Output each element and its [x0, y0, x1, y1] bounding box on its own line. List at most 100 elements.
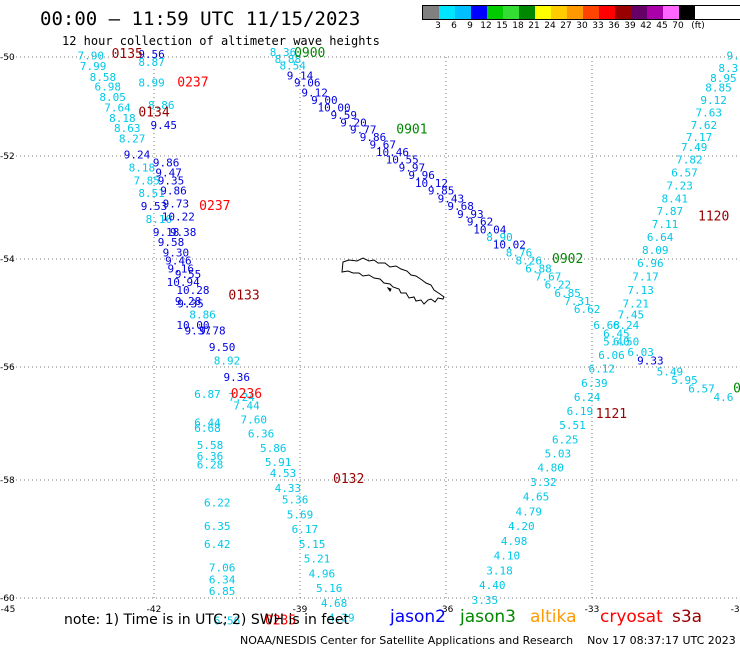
- pass-time-label: 0133: [228, 289, 259, 304]
- swh-label: 9.06: [294, 77, 321, 90]
- legend-swatch: [503, 6, 519, 19]
- pass-time-labels: 0135 0900 0237 0134 0901 0237 1120 0902 0133 0236…: [112, 46, 740, 629]
- swh-label: 10.12: [415, 177, 448, 190]
- swh-label: 4.80: [537, 462, 564, 475]
- footer-credit: NOAA/NESDIS Center for Satellite Applica…: [240, 634, 736, 647]
- swh-label: 9.59: [331, 109, 358, 122]
- swh-label: 8.92: [214, 354, 241, 367]
- swh-label: 8.86: [148, 99, 175, 112]
- swh-label: 8.27: [119, 133, 146, 146]
- swh-label: 7.21: [623, 298, 650, 311]
- swh-label: 5.91: [265, 456, 292, 469]
- swh-label: 6.68: [194, 422, 221, 435]
- legend-swatch: [679, 6, 695, 19]
- pass-time-label: 0134: [138, 105, 169, 120]
- swh-label: 3.32: [530, 476, 557, 489]
- swh-label: 5.21: [304, 553, 331, 566]
- y-tick-label: -60: [0, 594, 15, 604]
- swh-label: 10.02: [493, 239, 526, 252]
- x-tick-label: -39: [293, 605, 308, 615]
- swh-label: 6.24: [613, 319, 640, 332]
- y-tick-label: -56: [0, 363, 15, 373]
- swh-label: 9.28: [175, 295, 202, 308]
- swh-label: 7.31: [564, 295, 591, 308]
- swh-label: 6.88: [525, 263, 552, 276]
- swh-label: 6.64: [647, 231, 674, 244]
- swh-label: 8.18: [109, 112, 136, 125]
- swh-value-labels: 7.907.998.586.988.057.648.188.638.279.24…: [77, 46, 739, 628]
- swh-label: 7.64: [104, 101, 131, 114]
- swh-label: 9.20: [340, 116, 367, 129]
- swh-label: 9.: [727, 49, 740, 62]
- legend-swatch: [423, 6, 439, 19]
- legend-tick-label: 33: [592, 21, 604, 31]
- swh-label: 6.03: [627, 346, 654, 359]
- legend-swatch: [567, 6, 583, 19]
- swh-label: 6.35: [204, 520, 231, 533]
- satellite-name-jason2: jason2: [390, 607, 446, 627]
- satellite-name-jason3: jason3: [460, 607, 516, 627]
- swh-label: 9.86: [160, 185, 187, 198]
- swh-label: 6.42: [204, 538, 231, 551]
- swh-label: 6.57: [688, 382, 715, 395]
- y-tick-label: -58: [0, 476, 15, 486]
- swh-label: 6.25: [552, 433, 579, 446]
- pass-time-label: 0900: [294, 46, 325, 61]
- page-title: 00:00 – 11:59 UTC 11/15/2023: [40, 8, 361, 30]
- legend-tick-label: 6: [451, 21, 457, 31]
- swh-label: 10.94: [167, 276, 200, 289]
- legend-tick-label: 9: [467, 21, 473, 31]
- swh-label: 9.93: [457, 208, 484, 221]
- swh-label: 9.73: [163, 198, 190, 211]
- legend-tick-label: 45: [656, 21, 668, 31]
- swh-label: 3.35: [472, 594, 499, 607]
- color-legend: 3 6 9 12 15 18 21 24 27 30 33 36 39 42 45 70 (ft): [422, 5, 740, 32]
- swh-label: 8.63: [114, 122, 141, 135]
- legend-swatch: [663, 6, 679, 19]
- swh-label: 9.37: [185, 325, 212, 338]
- swh-label: 6.06: [598, 349, 625, 362]
- axis-tick-labels: -45 -42 -39 -36 -33 -30 -50 -52 -54 -56 -58 -60: [0, 53, 740, 615]
- swh-label: 6.39: [581, 377, 608, 390]
- legend-swatch: [615, 6, 631, 19]
- swh-label: 6.87: [194, 388, 221, 401]
- swh-label: 10.00: [176, 319, 209, 332]
- swh-label: 10.55: [386, 154, 419, 167]
- swh-label: 6.19: [567, 405, 594, 418]
- swh-label: 9.35: [177, 298, 204, 311]
- swh-label: 5.69: [287, 508, 314, 521]
- swh-label: 9.50: [209, 341, 236, 354]
- swh-label: 7.06: [209, 561, 236, 574]
- swh-label: 9.77: [350, 124, 377, 137]
- legend-tick-label: 3: [435, 21, 441, 31]
- swh-label: 6.98: [95, 81, 122, 94]
- swh-label: 6.12: [588, 363, 615, 376]
- swh-label: 9.45: [150, 119, 177, 132]
- legend-tick-label: 15: [496, 21, 508, 31]
- swh-label: 7.49: [681, 141, 708, 154]
- legend-swatch: [599, 6, 615, 19]
- swh-label: 7.23: [666, 179, 693, 192]
- swh-label: 8.05: [99, 91, 126, 104]
- swh-label: 8.10: [146, 213, 173, 226]
- y-tick-label: -54: [0, 255, 15, 265]
- swh-label: 9.78: [199, 325, 226, 338]
- swh-label: 10.46: [376, 146, 409, 159]
- swh-label: 7.17: [686, 131, 713, 144]
- swh-label: 5.49: [657, 365, 684, 378]
- swh-label: 4.40: [479, 579, 506, 592]
- swh-label: 10.00: [318, 101, 351, 114]
- swh-label: 7.87: [657, 205, 684, 218]
- legend-swatch: [439, 6, 455, 19]
- swh-label: 4.68: [321, 597, 348, 610]
- swh-label: 9.43: [438, 192, 465, 205]
- legend-swatch: [551, 6, 567, 19]
- legend-tick-label: 42: [640, 21, 652, 31]
- swh-label: 7.17: [632, 271, 659, 284]
- swh-label: 5.51: [559, 419, 586, 432]
- pass-time-label: 0901: [396, 123, 427, 138]
- swh-label: 4.6: [713, 391, 733, 404]
- swh-label: 9.53: [141, 200, 168, 213]
- legend-tick-label: 24: [544, 21, 556, 31]
